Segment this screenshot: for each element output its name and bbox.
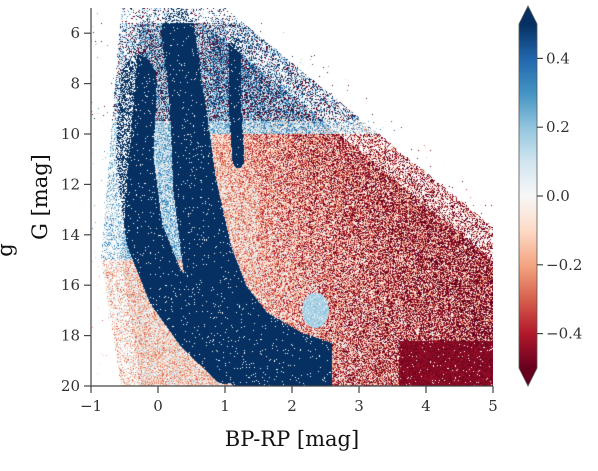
y-tick-label: 14	[61, 226, 80, 244]
x-tick-label: 4	[421, 397, 431, 415]
y-tick-label: 18	[61, 327, 80, 345]
y-tick-label: 16	[61, 276, 80, 294]
colorbar-tick-label: 0.2	[546, 118, 570, 136]
x-axis-label: BP-RP [mag]	[225, 427, 359, 451]
x-axis: −1 0 1 2 3 4 5	[80, 385, 498, 415]
colorbar-extend-top	[519, 6, 537, 24]
y-tick-label: 6	[70, 24, 80, 42]
x-tick-label: 3	[354, 397, 364, 415]
colorbar-gradient	[519, 24, 537, 368]
colorbar-tick-label: 0.4	[546, 49, 570, 67]
y-tick-label: 8	[70, 75, 80, 93]
plot-area	[91, 8, 493, 386]
y-axis: 6 8 10 12 14 16 18 20	[61, 8, 92, 395]
x-tick-label: 0	[153, 397, 163, 415]
heatmap-image	[91, 8, 493, 386]
x-tick-label: 2	[287, 397, 297, 415]
y-tick-label: 12	[61, 175, 80, 193]
colorbar-tick-label: 0.0	[546, 187, 570, 205]
y-tick-label: 20	[61, 377, 80, 395]
x-tick-label: 5	[488, 397, 498, 415]
colorbar-outline	[518, 5, 538, 387]
x-tick-label: 1	[220, 397, 230, 415]
y-axis-label: G [mag]	[28, 154, 52, 240]
colorbar-ticks: −0.4 −0.2 0.0 0.2 0.4	[537, 49, 582, 343]
colorbar-tick-label: −0.2	[546, 256, 582, 274]
colorbar-tick-label: −0.4	[546, 325, 582, 343]
y-axis-label-truncated-prefix: g	[0, 243, 17, 256]
colorbar-extend-bottom	[519, 368, 537, 386]
y-tick-label: 10	[61, 125, 80, 143]
colorbar: −0.4 −0.2 0.0 0.2 0.4	[518, 5, 582, 387]
x-tick-label: −1	[80, 397, 102, 415]
